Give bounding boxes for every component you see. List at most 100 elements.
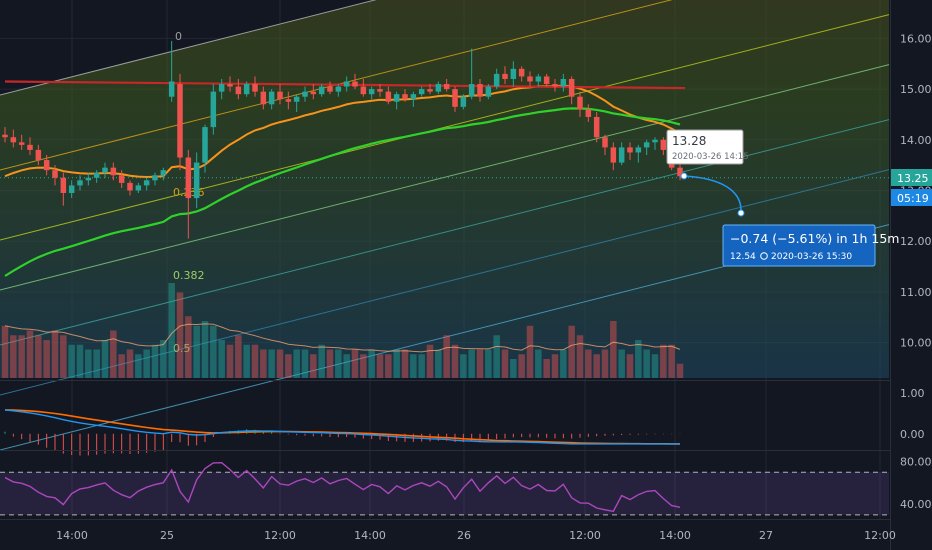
candle-body[interactable] (443, 84, 450, 90)
candle-body[interactable] (627, 147, 633, 153)
candle-body[interactable] (468, 84, 475, 97)
candle-body[interactable] (652, 139, 658, 143)
candle-body[interactable] (543, 76, 550, 85)
projection-start-dot[interactable] (680, 172, 688, 180)
candle-body[interactable] (118, 175, 125, 183)
candle-body[interactable] (427, 89, 433, 92)
candle-body[interactable] (568, 78, 575, 97)
time-axis[interactable]: 14:00 25 12:00 14:00 26 12:00 14:00 27 12:00 (56, 529, 896, 542)
candle-body[interactable] (410, 94, 417, 100)
candle-body[interactable] (352, 81, 358, 87)
candlesticks[interactable] (2, 40, 683, 239)
candle-body[interactable] (60, 177, 67, 193)
candle-body[interactable] (552, 84, 558, 87)
candle-body[interactable] (360, 86, 367, 95)
candle-body[interactable] (202, 127, 208, 163)
candle-body[interactable] (343, 81, 350, 87)
candle-body[interactable] (285, 99, 292, 102)
candle-body[interactable] (518, 68, 525, 77)
candle-body[interactable] (2, 134, 8, 138)
candle-body[interactable] (502, 73, 508, 79)
candle-body[interactable] (152, 175, 158, 181)
candle-body[interactable] (460, 96, 467, 107)
candle-body[interactable] (93, 172, 100, 178)
projection-end-dot[interactable] (737, 209, 745, 217)
candle-body[interactable] (185, 157, 192, 199)
candle-body[interactable] (227, 84, 233, 87)
fib-line[interactable] (0, 0, 889, 171)
volume-bar (351, 349, 359, 378)
candle-body[interactable] (77, 180, 83, 186)
candle-body[interactable] (35, 149, 42, 161)
candle-body[interactable] (452, 89, 458, 107)
candle-body[interactable] (677, 167, 683, 177)
candle-body[interactable] (85, 177, 92, 181)
candle-body[interactable] (535, 76, 542, 82)
candle-body[interactable] (577, 96, 583, 110)
candle-body[interactable] (127, 182, 133, 191)
candle-body[interactable] (310, 91, 317, 95)
candle-body[interactable] (493, 73, 500, 87)
candle-body[interactable] (585, 109, 592, 117)
candle-body[interactable] (593, 116, 600, 138)
candle-body[interactable] (18, 142, 25, 145)
candle-body[interactable] (485, 86, 492, 97)
projection-callout[interactable]: −0.74 (−5.61%) in 1h 15m 12.54 2020-03-2… (680, 172, 900, 267)
candle-body[interactable] (260, 91, 267, 105)
candle-body[interactable] (293, 96, 300, 102)
candle-body[interactable] (210, 91, 217, 128)
candle-body[interactable] (235, 86, 242, 95)
candle-body[interactable] (168, 81, 175, 97)
candle-body[interactable] (393, 94, 400, 102)
candle-body[interactable] (27, 144, 33, 150)
candle-body[interactable] (377, 89, 383, 92)
candle-body[interactable] (318, 86, 325, 95)
candle-body[interactable] (635, 147, 642, 153)
candle-body[interactable] (68, 185, 75, 193)
fib-line[interactable] (0, 0, 889, 96)
volume-bar (193, 325, 200, 378)
candle-body[interactable] (402, 94, 408, 100)
candle-body[interactable] (102, 167, 108, 173)
fib-line[interactable] (0, 14, 890, 241)
candle-body[interactable] (368, 89, 375, 95)
candle-body[interactable] (418, 89, 425, 95)
volume-bar (318, 344, 325, 378)
candle-body[interactable] (302, 91, 308, 97)
candle-body[interactable] (177, 84, 183, 158)
candle-body[interactable] (277, 91, 283, 100)
price-label-box[interactable]: 13.28 2020-03-26 14:15 (666, 129, 749, 165)
macd-signal-line (4, 409, 680, 445)
candle-body[interactable] (510, 68, 517, 79)
volume-bar (26, 330, 34, 378)
candle-body[interactable] (268, 91, 275, 105)
candle-body[interactable] (52, 170, 58, 178)
candle-body[interactable] (435, 84, 442, 92)
candle-body[interactable] (193, 162, 200, 199)
candle-body[interactable] (527, 76, 533, 82)
volume-bar (201, 321, 209, 378)
candle-body[interactable] (135, 185, 142, 191)
candle-body[interactable] (610, 147, 617, 163)
candle-body[interactable] (385, 91, 392, 102)
candle-body[interactable] (218, 84, 225, 92)
candle-body[interactable] (602, 137, 608, 148)
candle-body[interactable] (143, 180, 150, 186)
candle-body[interactable] (160, 170, 167, 176)
candle-body[interactable] (10, 137, 17, 143)
candle-body[interactable] (477, 84, 483, 97)
candle-body[interactable] (560, 78, 567, 87)
candle-body[interactable] (618, 147, 625, 163)
volume-bar (401, 349, 409, 378)
candle-body[interactable] (660, 139, 667, 150)
candle-body[interactable] (43, 160, 50, 171)
candle-body[interactable] (252, 84, 258, 92)
candle-body[interactable] (243, 84, 250, 95)
macd-axis-label: 0.00 (900, 428, 925, 441)
candle-body[interactable] (110, 167, 117, 176)
candle-body[interactable] (643, 142, 650, 148)
candle-body[interactable] (327, 86, 333, 92)
candle-body[interactable] (335, 86, 342, 92)
